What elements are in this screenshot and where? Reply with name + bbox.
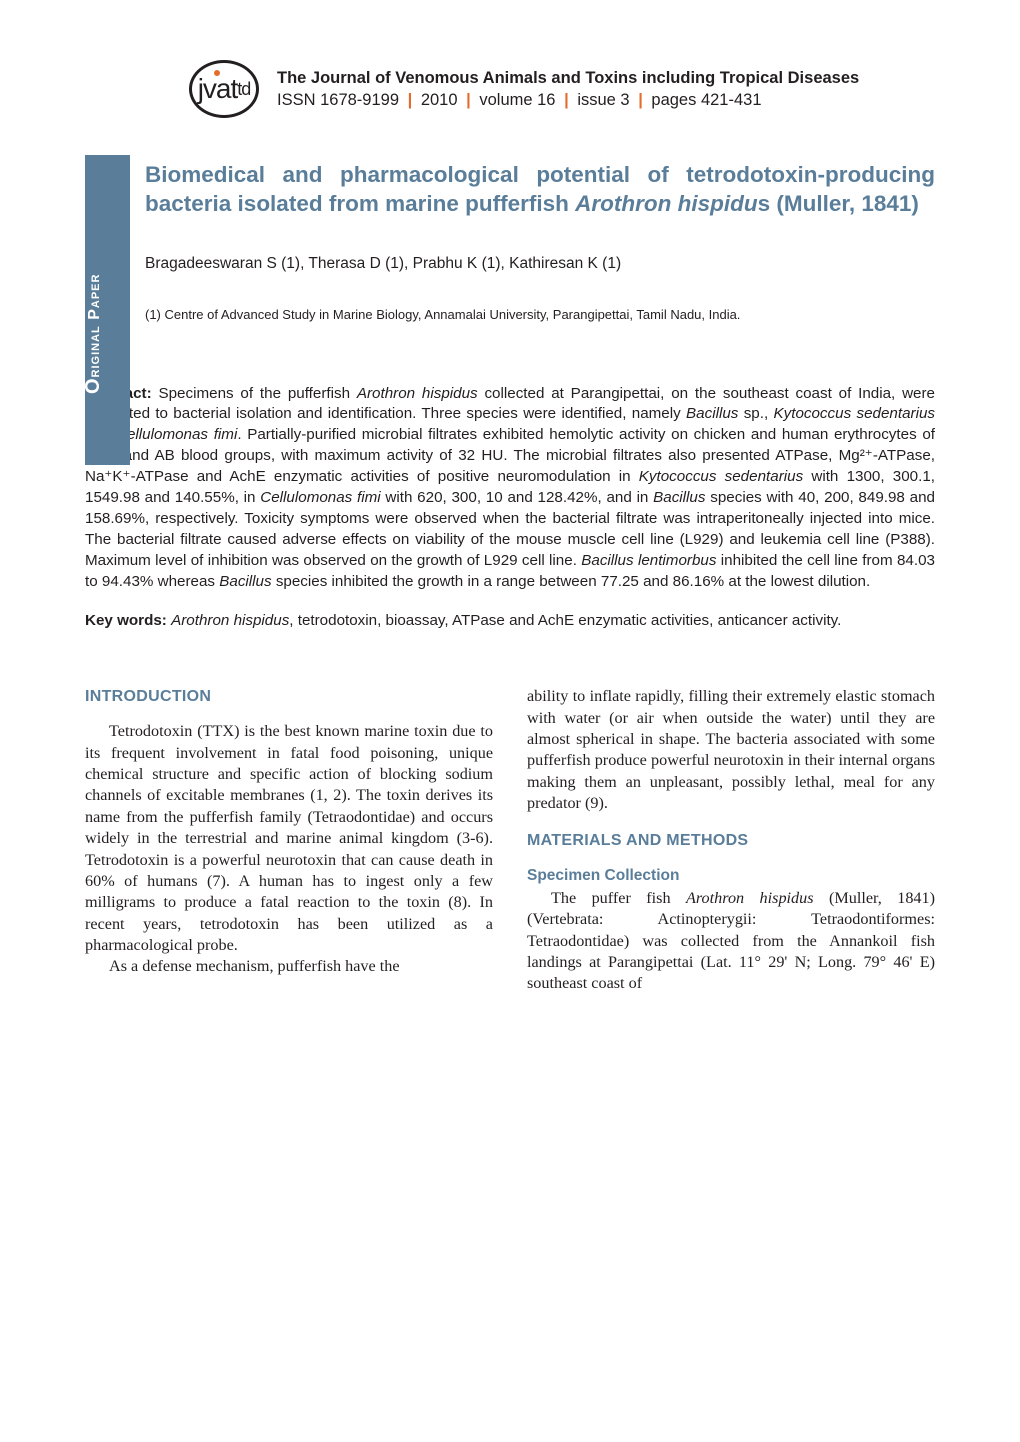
abs-t3: sp.,: [738, 405, 773, 422]
spec-pre: The puffer fish: [551, 889, 686, 907]
abs-sp3: Kytococcus sedentarius: [774, 405, 936, 422]
intro-para-2: As a defense mechanism, pufferfish have …: [85, 956, 493, 977]
col2-para-1: ability to inflate rapidly, filling thei…: [527, 686, 935, 814]
section-head-introduction: INTRODUCTION: [85, 686, 493, 707]
paper-title: Biomedical and pharmacological potential…: [145, 160, 935, 219]
abs-sp6: Cellulomonas fimi: [260, 489, 380, 506]
abs-sp9: Bacillus: [219, 573, 271, 590]
pipe-icon: |: [404, 91, 417, 109]
journal-issn: ISSN 1678-9199: [277, 91, 399, 109]
journal-meta: ISSN 1678-9199 | 2010 | volume 16 | issu…: [277, 89, 859, 111]
journal-year: 2010: [421, 91, 458, 109]
pipe-icon: |: [560, 91, 573, 109]
title-block: Biomedical and pharmacological potential…: [145, 144, 935, 322]
abs-sp4: Cellulomonas fimi: [116, 426, 237, 443]
pipe-icon: |: [634, 91, 647, 109]
journal-logo: jvattd: [189, 60, 259, 118]
sidebar-section-label: Original Paper: [82, 274, 105, 394]
abs-t7: with 620, 300, 10 and 128.42%, and in: [381, 489, 653, 506]
specimen-para: The puffer fish Arothron hispidus (Mulle…: [527, 888, 935, 995]
journal-header: jvattd The Journal of Venomous Animals a…: [189, 60, 935, 118]
keywords: Key words: Arothron hispidus, tetrodotox…: [85, 611, 935, 632]
abs-sp8: Bacillus lentimorbus: [581, 552, 716, 569]
column-left: INTRODUCTION Tetrodotoxin (TTX) is the b…: [85, 686, 493, 995]
sidebar-cap: O: [82, 377, 104, 394]
abs-sp1: Arothron hispidus: [357, 385, 478, 402]
kw-rest: , tetrodotoxin, bioassay, ATPase and Ach…: [289, 612, 841, 629]
abs-sp7: Bacillus: [653, 489, 705, 506]
logo-text: jvat: [198, 73, 238, 105]
pipe-icon: |: [462, 91, 475, 109]
journal-title: The Journal of Venomous Animals and Toxi…: [277, 67, 859, 89]
logo-subscript: td: [237, 79, 250, 100]
title-post: s (Muller, 1841): [758, 191, 919, 216]
sidebar-rest: riginal Paper: [86, 274, 103, 378]
logo-dot-icon: [214, 70, 220, 76]
keywords-label: Key words:: [85, 612, 171, 629]
abs-sp2: Bacillus: [686, 405, 738, 422]
affiliation: (1) Centre of Advanced Study in Marine B…: [145, 307, 935, 322]
abs-t1: Specimens of the pufferfish: [158, 385, 356, 402]
intro-para-1: Tetrodotoxin (TTX) is the best known mar…: [85, 721, 493, 956]
section-head-materials: MATERIALS AND METHODS: [527, 830, 935, 851]
column-right: ability to inflate rapidly, filling thei…: [527, 686, 935, 995]
journal-meta-block: The Journal of Venomous Animals and Toxi…: [277, 67, 859, 112]
title-species: Arothron hispidu: [575, 191, 757, 216]
authors: Bragadeeswaran S (1), Therasa D (1), Pra…: [145, 255, 935, 273]
abs-sp5: Kytococcus sedentarius: [639, 468, 803, 485]
body-columns: INTRODUCTION Tetrodotoxin (TTX) is the b…: [85, 686, 935, 995]
abs-t10: species inhibited the growth in a range …: [272, 573, 871, 590]
spec-species: Arothron hispidus: [686, 889, 814, 907]
journal-volume: volume 16: [479, 91, 555, 109]
abstract: Abstract: Specimens of the pufferfish Ar…: [85, 384, 935, 594]
kw-species: Arothron hispidus: [171, 612, 289, 629]
subhead-specimen: Specimen Collection: [527, 866, 935, 886]
journal-issue: issue 3: [577, 91, 629, 109]
journal-pages: pages 421-431: [651, 91, 761, 109]
